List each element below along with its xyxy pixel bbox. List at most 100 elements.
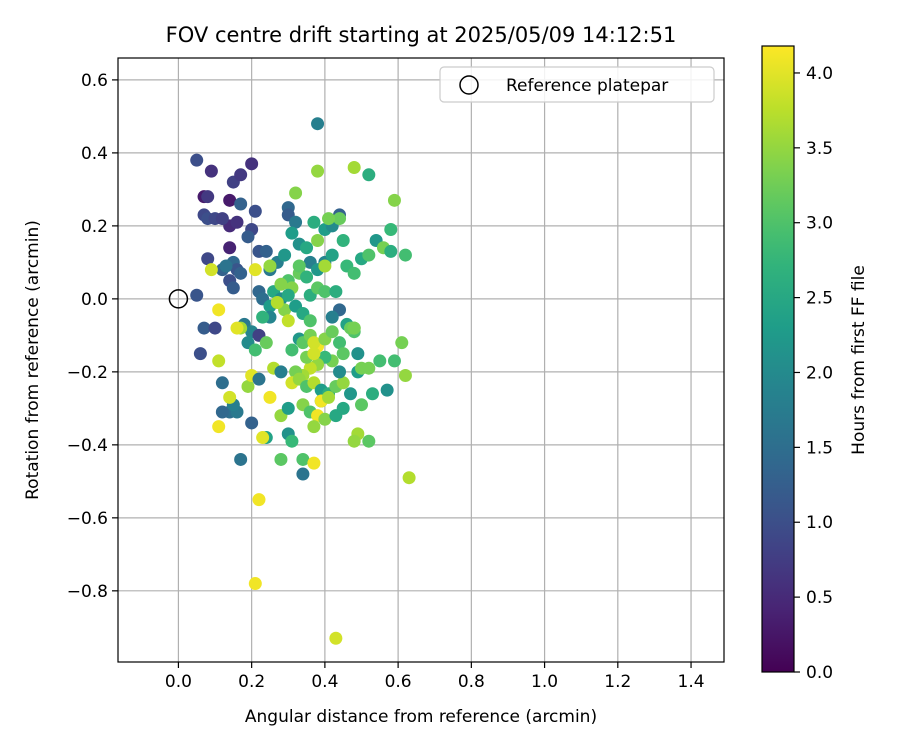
data-point (212, 420, 226, 434)
data-point (278, 248, 292, 262)
y-tick-label: −0.4 (67, 436, 108, 456)
data-point (347, 266, 361, 280)
x-tick-label: 1.0 (531, 672, 558, 692)
data-point (333, 212, 347, 226)
x-tick-label: 1.4 (678, 672, 705, 692)
data-point (311, 233, 325, 247)
data-point (248, 263, 262, 277)
data-point (402, 471, 416, 485)
data-point (259, 336, 273, 350)
data-point (197, 321, 211, 335)
data-point (190, 288, 204, 302)
data-point (212, 303, 226, 317)
data-point (270, 296, 284, 310)
data-point (285, 343, 299, 357)
axes-frame (117, 57, 725, 663)
y-tick-label: 0.4 (81, 144, 108, 164)
data-point (362, 168, 376, 182)
data-point (307, 215, 321, 229)
legend-label: Reference platepar (506, 76, 668, 96)
data-point (311, 164, 325, 178)
data-point (215, 212, 229, 226)
data-point (223, 390, 237, 404)
data-point (347, 160, 361, 174)
x-tick-label: 0.0 (165, 672, 192, 692)
data-point (325, 310, 339, 324)
data-point (223, 241, 237, 255)
data-point (226, 281, 240, 295)
data-point (344, 387, 358, 401)
x-tick-label: 0.6 (385, 672, 412, 692)
x-tick-label: 1.2 (604, 672, 631, 692)
data-point (234, 452, 248, 466)
colorbar-tick-label: 3.0 (806, 214, 833, 234)
data-point (373, 354, 387, 368)
data-point (362, 248, 376, 262)
data-point (252, 372, 266, 386)
data-point (248, 204, 262, 218)
data-point (336, 233, 350, 247)
data-point (333, 336, 347, 350)
data-point (395, 336, 409, 350)
data-point (212, 354, 226, 368)
data-point (223, 193, 237, 207)
data-point (245, 416, 259, 430)
data-point (387, 354, 401, 368)
data-point (201, 252, 215, 266)
data-point (281, 314, 295, 328)
data-point (208, 321, 222, 335)
data-point (285, 226, 299, 240)
reference-point-marker (168, 289, 189, 309)
data-point (204, 164, 218, 178)
data-point (336, 347, 350, 361)
x-tick-label: 0.4 (311, 672, 338, 692)
data-point (241, 230, 255, 244)
data-point (354, 398, 368, 412)
data-point (274, 277, 288, 291)
chart-title: FOV centre drift starting at 2025/05/09 … (166, 23, 677, 47)
data-point (281, 401, 295, 415)
data-point (296, 452, 310, 466)
colorbar-tick-label: 2.0 (806, 363, 833, 383)
data-point (190, 153, 204, 167)
data-point (365, 387, 379, 401)
data-point (329, 631, 343, 645)
colorbar-tick-label: 4.0 (806, 64, 833, 84)
data-point (362, 361, 376, 375)
data-point (292, 259, 306, 273)
colorbar-gradient (761, 45, 795, 673)
data-point (256, 310, 270, 324)
data-point (398, 369, 412, 383)
x-tick-label: 0.2 (238, 672, 265, 692)
data-point (256, 431, 270, 445)
data-point (248, 343, 262, 357)
y-tick-label: −0.6 (67, 509, 108, 529)
data-point (325, 325, 339, 339)
data-point (281, 288, 295, 302)
data-point (201, 190, 215, 204)
data-point (336, 401, 350, 415)
data-point (322, 212, 336, 226)
data-point (230, 321, 244, 335)
y-tick-label: 0.0 (81, 290, 108, 310)
data-point (351, 347, 365, 361)
data-point (300, 270, 314, 284)
data-point (398, 248, 412, 262)
data-point (219, 259, 233, 273)
data-point (336, 376, 350, 390)
colorbar-tick-label: 0.0 (806, 663, 833, 683)
data-point (296, 467, 310, 481)
data-point (245, 157, 259, 171)
data-point (384, 223, 398, 237)
data-point (322, 390, 336, 404)
data-point (318, 285, 332, 299)
data-point (362, 434, 376, 448)
data-point (303, 314, 317, 328)
data-point (307, 347, 321, 361)
data-point (241, 379, 255, 393)
data-point (387, 193, 401, 207)
data-point (289, 215, 303, 229)
data-point (215, 376, 229, 390)
data-point (380, 383, 394, 397)
